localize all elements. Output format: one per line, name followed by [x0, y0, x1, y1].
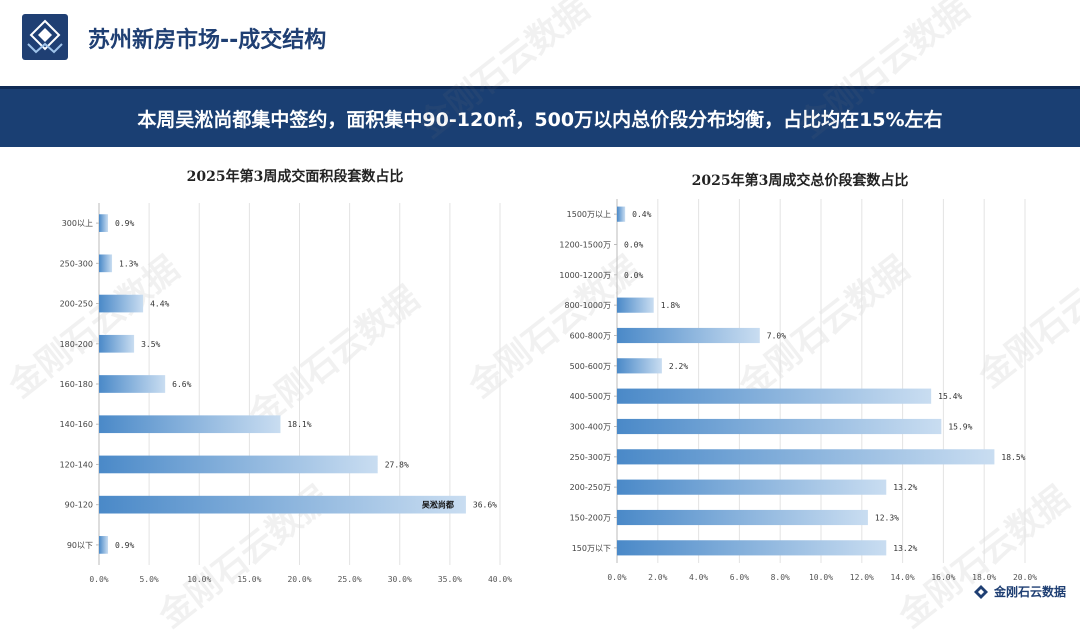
diamond-logo-icon — [973, 584, 988, 599]
bar — [99, 455, 378, 474]
y-category-label: 500-600万 — [570, 362, 611, 371]
y-category-label: 200-250万 — [570, 483, 611, 492]
summary-text: 本周吴淞尚都集中签约，面积集中90-120㎡，500万以内总价段分布均衡，占比均… — [137, 108, 943, 131]
data-label: 13.2% — [893, 544, 917, 553]
bar — [617, 358, 662, 374]
y-category-label: 150-200万 — [570, 514, 611, 523]
data-label: 18.1% — [287, 420, 311, 429]
y-category-label: 250-300 — [60, 259, 93, 268]
data-label: 0.4% — [632, 210, 651, 219]
bar-annotation: 吴淞尚都 — [422, 500, 454, 510]
x-tick-label: 2.0% — [648, 573, 667, 582]
data-label: 7.0% — [767, 332, 786, 341]
data-label: 4.4% — [150, 300, 169, 309]
bar — [617, 418, 942, 435]
summary-banner: 本周吴淞尚都集中签约，面积集中90-120㎡，500万以内总价段分布均衡，占比均… — [0, 86, 1080, 147]
y-category-label: 200-250 — [60, 300, 93, 309]
x-tick-label: 6.0% — [730, 573, 749, 582]
x-tick-label: 10.0% — [187, 575, 211, 584]
y-category-label: 120-140 — [60, 460, 93, 469]
price-share-chart: 0.0% 2.0% 4.0% 6.0% 8.0% 10.0% 12.0% 14.0% 16.0%… — [559, 199, 1037, 582]
y-category-label: 90以下 — [67, 541, 93, 550]
y-category-label: 400-500万 — [570, 392, 611, 401]
x-tick-label: 0.0% — [89, 575, 108, 584]
bar — [617, 479, 887, 495]
y-category-label: 1500万以上 — [567, 210, 611, 219]
data-label: 2.2% — [669, 362, 688, 371]
y-category-label: 300以上 — [62, 219, 93, 228]
data-label: 13.2% — [893, 483, 917, 492]
x-tick-label: 4.0% — [689, 573, 708, 582]
x-tick-label: 35.0% — [438, 575, 462, 584]
data-label: 15.4% — [938, 392, 962, 401]
bar — [617, 297, 654, 313]
y-category-label: 1200-1500万 — [559, 241, 611, 250]
data-label: 0.0% — [624, 241, 643, 250]
x-tick-label: 8.0% — [771, 573, 790, 582]
x-tick-label: 20.0% — [1013, 573, 1037, 582]
x-tick-label: 10.0% — [809, 573, 833, 582]
bar — [617, 327, 760, 344]
x-tick-label: 40.0% — [488, 575, 512, 584]
data-label: 0.0% — [624, 271, 643, 280]
x-tick-label: 25.0% — [338, 575, 362, 584]
y-category-label: 160-180 — [60, 380, 93, 389]
bar — [617, 206, 626, 222]
y-category-label: 250-300万 — [570, 453, 611, 462]
bar — [99, 536, 109, 554]
y-category-label: 800-1000万 — [564, 301, 611, 310]
bar — [99, 415, 281, 434]
x-tick-label: 5.0% — [139, 575, 158, 584]
data-label: 6.6% — [172, 380, 191, 389]
x-tick-label: 18.0% — [972, 573, 996, 582]
bar — [99, 375, 166, 393]
data-label: 3.5% — [141, 340, 160, 349]
y-category-label: 300-400万 — [570, 423, 611, 432]
bar — [99, 294, 144, 313]
y-category-label: 90-120 — [65, 501, 93, 510]
footer-brand-text: 金刚石云数据 — [993, 585, 1066, 599]
bar — [99, 214, 109, 232]
data-label: 36.6% — [473, 501, 497, 510]
data-label: 0.9% — [115, 219, 134, 228]
y-category-label: 150万以下 — [572, 544, 611, 553]
x-tick-label: 0.0% — [607, 573, 626, 582]
x-tick-label: 30.0% — [388, 575, 412, 584]
data-label: 15.9% — [948, 423, 972, 432]
x-tick-label: 15.0% — [237, 575, 261, 584]
right-chart-title: 2025年第3周成交总价段套数占比 — [691, 173, 909, 189]
x-tick-label: 14.0% — [891, 573, 915, 582]
brand-logo — [22, 14, 68, 60]
bar — [617, 449, 995, 465]
x-tick-label: 12.0% — [850, 573, 874, 582]
data-label: 1.8% — [661, 301, 680, 310]
data-label: 0.9% — [115, 541, 134, 550]
bar — [617, 540, 887, 556]
page-title: 苏州新房市场--成交结构 — [88, 28, 327, 53]
data-label: 12.3% — [875, 514, 899, 523]
bar — [99, 254, 113, 273]
bar — [99, 334, 135, 353]
x-tick-label: 16.0% — [931, 573, 955, 582]
diamond-logo-icon — [27, 19, 63, 54]
x-tick-label: 20.0% — [287, 575, 311, 584]
bar — [617, 509, 868, 526]
data-label: 18.5% — [1001, 453, 1025, 462]
bar — [99, 495, 466, 514]
y-category-label: 1000-1200万 — [559, 271, 611, 280]
left-chart-title: 2025年第3周成交面积段套数占比 — [186, 169, 404, 185]
area-share-chart: 0.0% 5.0% 10.0% 15.0% 20.0% 25.0% 30.0% 35.0% 40… — [60, 203, 512, 584]
data-label: 1.3% — [119, 259, 138, 268]
y-category-label: 180-200 — [60, 340, 93, 349]
bar — [617, 388, 932, 404]
y-category-label: 140-160 — [60, 420, 93, 429]
footer-brand: 金刚石云数据 — [973, 583, 1066, 600]
y-category-label: 600-800万 — [570, 332, 611, 341]
data-label: 27.8% — [385, 460, 409, 469]
